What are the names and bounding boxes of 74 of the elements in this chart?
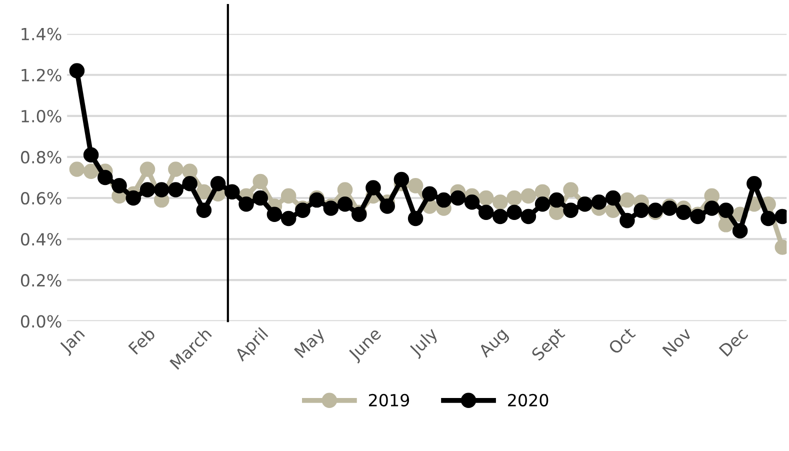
point [112,178,127,194]
point [718,217,734,232]
point [196,202,212,218]
y-tick-label: 1.0% [22,110,62,122]
point [408,178,424,194]
point [252,190,268,206]
y-tick-label: 1.4% [22,28,62,40]
point [210,176,226,192]
point [634,202,649,218]
point [534,184,550,200]
point [168,162,184,177]
point [746,176,762,192]
point [506,190,522,206]
point [140,182,156,198]
point [520,188,536,204]
point [436,192,452,208]
point [563,202,578,218]
point [337,182,353,198]
point [337,196,353,212]
point [534,196,550,212]
point [760,210,776,226]
point [676,204,692,220]
point [718,202,734,218]
point [520,208,536,224]
y-tick-label: 0.8% [20,150,62,164]
point [563,182,578,198]
y-tick-label: 0.0% [20,315,62,328]
y-tick-label: 1.2% [22,68,62,82]
point [126,190,142,206]
point [478,190,494,206]
point [620,212,635,228]
y-tick-label: 0.6% [20,192,62,205]
point [591,194,607,210]
point [492,208,508,224]
y-tick-label: 0.2% [20,274,62,287]
point [605,190,621,206]
y-tick-label: 0.4% [20,232,62,246]
legend-label: 2020 [508,394,548,406]
point [182,164,198,179]
point [83,147,99,163]
point [69,63,85,78]
point [732,223,748,238]
point [450,190,466,206]
x-tick-label: Dec [718,327,748,357]
legend-label: 2019 [368,394,410,406]
x-tick-label: Nov [662,326,692,357]
x-tick-label: Jan [58,327,88,356]
point [380,198,395,214]
point [196,184,212,200]
point [252,174,268,190]
point [83,164,99,179]
point [168,182,184,198]
point [408,210,424,226]
point [492,194,508,210]
point [280,188,296,204]
point [266,206,282,222]
point [154,182,170,198]
x-tick-label: Oct [608,326,636,355]
point [98,170,113,186]
point [464,194,480,210]
point [238,196,254,212]
point [704,200,720,216]
point [620,192,635,208]
point [69,162,85,177]
point [549,192,564,208]
x-tick-label: Feb [128,326,156,355]
point [182,176,198,192]
point [280,210,296,226]
point [478,204,494,220]
point [366,180,381,196]
point [422,186,438,202]
point [506,204,522,220]
point [351,206,367,222]
point [140,162,156,177]
